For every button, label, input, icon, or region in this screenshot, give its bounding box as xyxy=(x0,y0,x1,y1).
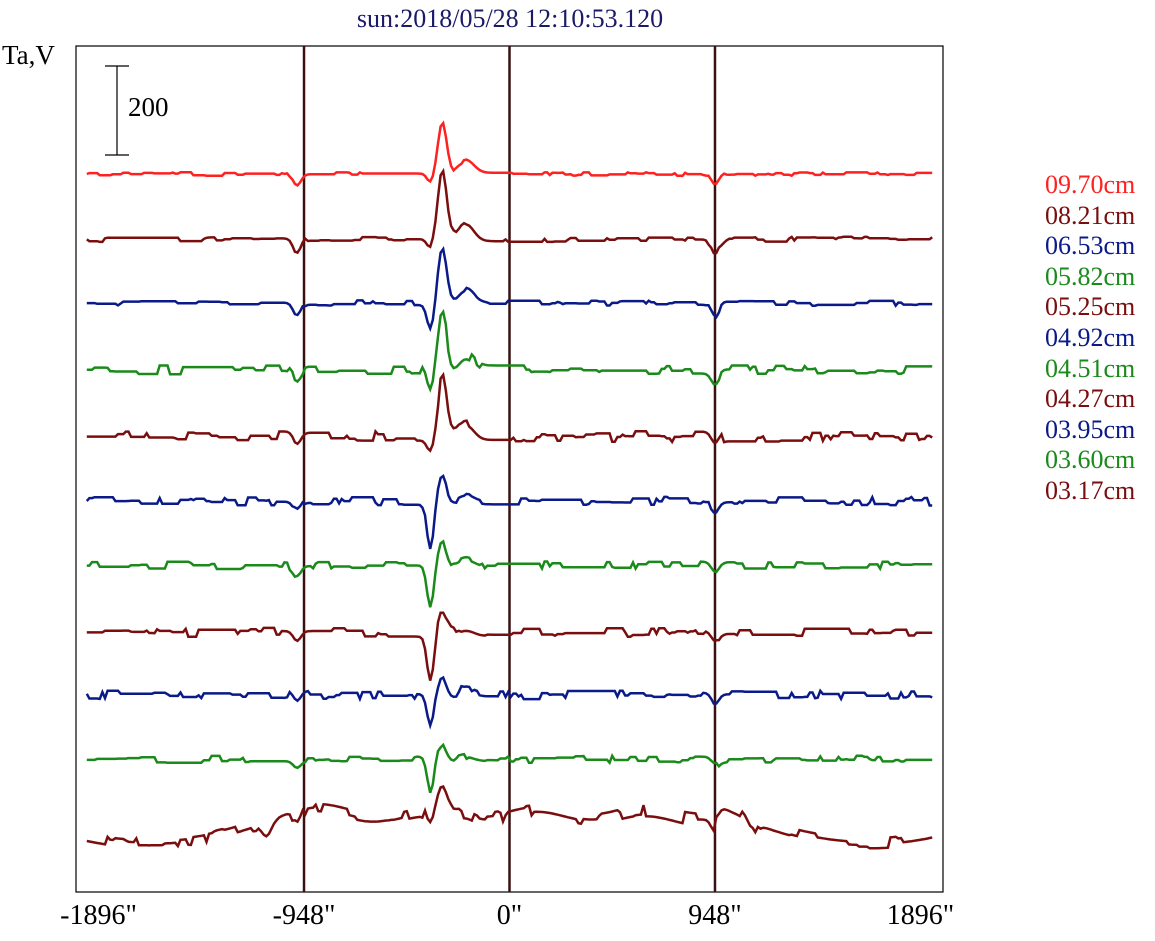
series-line-04.51cm xyxy=(86,539,933,608)
series-line-08.21cm xyxy=(86,167,933,255)
x-tick-label-2: 0" xyxy=(496,900,523,931)
scale-bar-label: 200 xyxy=(128,92,169,122)
x-tick-label-0: -1896" xyxy=(60,900,137,931)
legend-entry-9: 03.60cm xyxy=(1045,445,1136,475)
legend: 09.70cm 08.21cm 06.53cm 05.82cm 05.25cm 04.92… xyxy=(1045,170,1135,507)
series-line-09.70cm xyxy=(86,120,933,188)
legend-entry-7: 04.27cm xyxy=(1045,384,1136,414)
y-axis-label: Ta,V xyxy=(2,40,55,70)
series-line-04.92cm xyxy=(85,473,933,550)
legend-entry-4: 05.25cm xyxy=(1045,292,1136,322)
chart-title: sun:2018/05/28 12:10:53.120 xyxy=(356,4,664,33)
series-line-03.60cm xyxy=(86,742,933,794)
series-line-03.95cm xyxy=(85,675,933,730)
series-line-05.25cm xyxy=(86,371,933,453)
series-line-05.82cm xyxy=(86,308,933,393)
legend-entry-3: 05.82cm xyxy=(1045,261,1136,291)
legend-entry-2: 06.53cm xyxy=(1045,231,1136,261)
legend-entry-0: 09.70cm xyxy=(1045,170,1136,199)
series-line-03.17cm xyxy=(86,784,933,850)
legend-entry-1: 08.21cm xyxy=(1045,200,1136,230)
legend-entry-10: 03.17cm xyxy=(1045,475,1136,505)
x-tick-label-4: 1896" xyxy=(886,900,955,931)
legend-entry-5: 04.92cm xyxy=(1045,322,1136,352)
series-line-06.53cm xyxy=(86,245,933,333)
legend-entry-8: 03.95cm xyxy=(1045,414,1136,444)
x-tick-label-3: 948" xyxy=(688,900,742,931)
series-line-04.27cm xyxy=(86,611,933,681)
x-tick-label-1: -948" xyxy=(272,900,336,931)
legend-entry-6: 04.51cm xyxy=(1045,353,1136,383)
